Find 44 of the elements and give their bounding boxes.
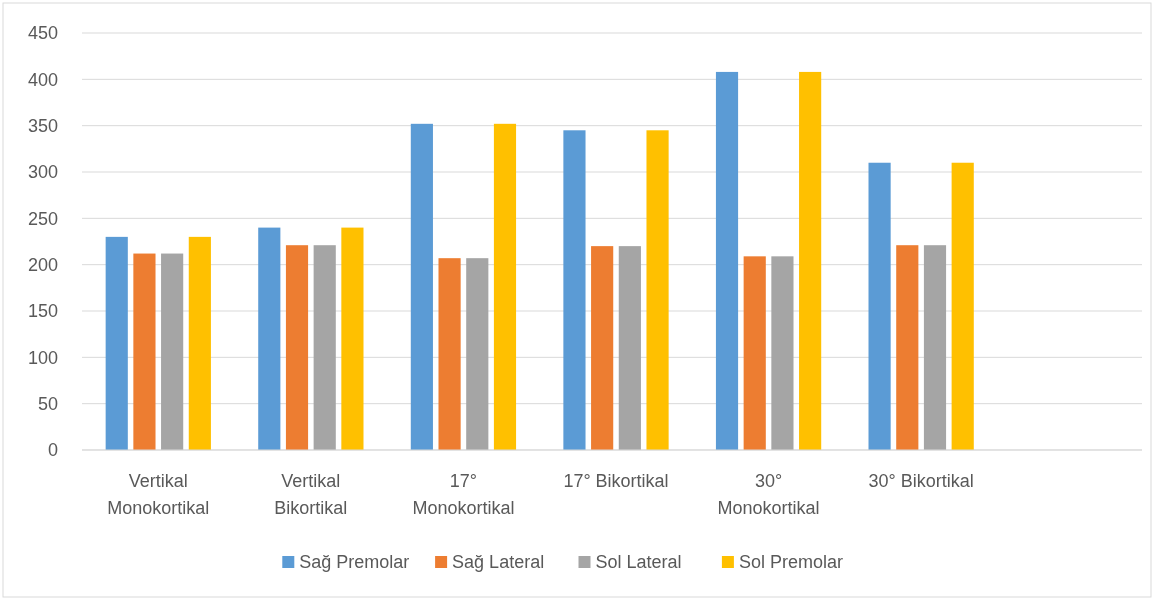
bar [646, 130, 669, 450]
bar [133, 253, 156, 450]
bar [313, 245, 336, 450]
y-tick-label: 50 [37, 393, 58, 414]
y-tick-label: 300 [27, 162, 58, 183]
y-tick-label: 350 [27, 115, 58, 136]
legend-label: Sol Lateral [595, 552, 682, 573]
y-tick-label: 250 [27, 208, 58, 229]
bar [715, 71, 739, 450]
bar [743, 256, 766, 450]
x-tick-label: 17° Bikortikal [563, 471, 669, 491]
y-tick-label: 0 [47, 440, 58, 461]
bar [258, 227, 281, 450]
x-tick-label: Vertikal Monokortikal [107, 471, 210, 518]
bar [923, 245, 947, 450]
bar [591, 246, 614, 450]
legend-label: Sağ Lateral [452, 552, 545, 573]
y-tick-label: 200 [27, 254, 58, 275]
bar [493, 123, 517, 450]
bar [438, 258, 461, 450]
bar [285, 245, 309, 450]
bar [896, 245, 919, 450]
x-tick-label: 17° Monokortikal [412, 471, 515, 518]
legend-label: Sağ Premolar [299, 552, 410, 573]
bar [618, 246, 641, 450]
bar [951, 162, 974, 450]
bar [410, 123, 433, 450]
y-tick-label: 450 [27, 23, 58, 44]
bar [771, 256, 794, 450]
y-tick-label: 150 [27, 301, 58, 322]
bar [868, 162, 891, 450]
x-tick-label: 30° Monokortikal [717, 471, 820, 518]
bar [341, 227, 364, 450]
bar [188, 236, 211, 450]
bar [799, 71, 822, 450]
legend-label: Sol Premolar [738, 552, 843, 573]
y-tick-label: 400 [27, 69, 58, 90]
bar [161, 253, 184, 450]
x-tick-label: Vertikal Bikortikal [274, 471, 348, 518]
y-tick-label: 100 [27, 347, 58, 368]
bar [466, 258, 489, 450]
bar [563, 130, 586, 450]
bar [105, 236, 128, 450]
x-tick-label: 30° Bikortikal [868, 471, 974, 491]
